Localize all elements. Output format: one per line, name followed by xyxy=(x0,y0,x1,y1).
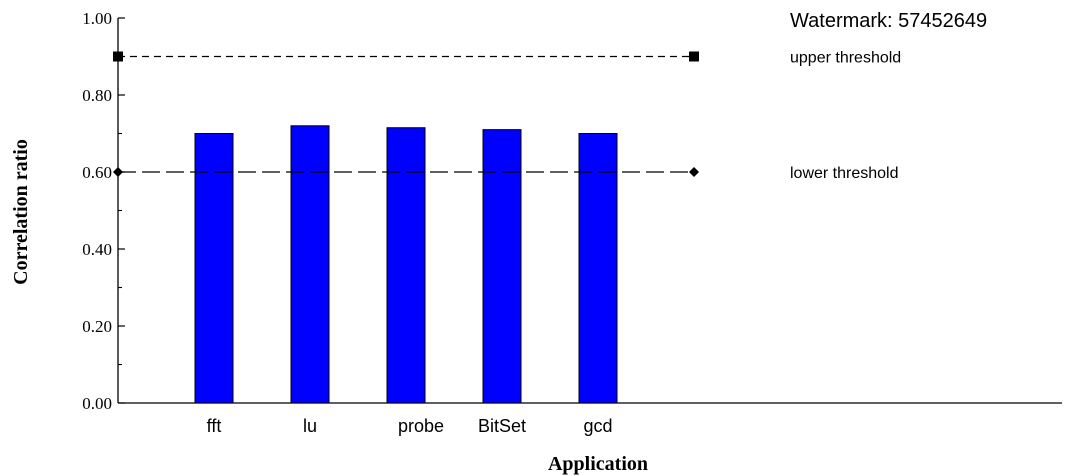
reference-line-label: upper threshold xyxy=(790,50,901,67)
y-tick-label: 0.40 xyxy=(82,240,112,259)
diamond-marker xyxy=(113,167,123,177)
x-tick-label: lu xyxy=(303,416,317,436)
bar-fft xyxy=(194,133,234,404)
x-tick-label: gcd xyxy=(583,416,612,436)
bar-BitSet xyxy=(482,129,522,404)
x-tick-label: fft xyxy=(207,416,222,436)
y-tick-label: 0.80 xyxy=(82,86,112,105)
square-marker xyxy=(689,51,699,62)
diamond-marker xyxy=(689,167,699,177)
bar-lu xyxy=(290,125,330,404)
y-axis-title: Correlation ratio xyxy=(10,139,32,285)
watermark: Watermark: 57452649 xyxy=(790,10,987,32)
x-tick-label: probe xyxy=(398,416,444,436)
reference-lines: upper threshold lower threshold xyxy=(113,50,901,182)
axis-labels: 0.00 0.20 0.40 0.60 0.80 1.00 fft lu probe BitSet… xyxy=(82,9,612,436)
y-tick-label: 0.60 xyxy=(82,163,112,182)
x-tick-label: BitSet xyxy=(478,416,526,436)
square-marker xyxy=(113,51,123,62)
y-tick-label: 0.00 xyxy=(82,394,112,413)
x-axis-title: Application xyxy=(548,453,648,475)
bars xyxy=(194,125,618,404)
bar-probe xyxy=(386,127,426,404)
y-tick-label: 1.00 xyxy=(82,9,112,28)
bar-gcd xyxy=(578,133,618,404)
reference-line-label: lower threshold xyxy=(790,165,899,182)
y-tick-label: 0.20 xyxy=(82,317,112,336)
